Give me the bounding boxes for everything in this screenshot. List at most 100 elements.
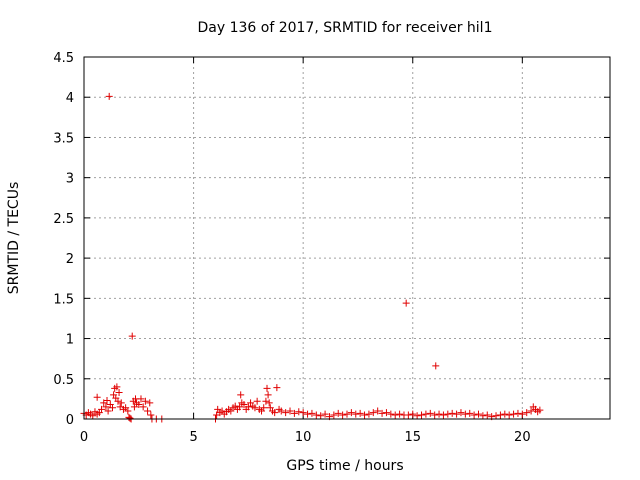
data-point <box>496 411 504 419</box>
data-points <box>80 92 544 423</box>
data-point <box>334 409 342 417</box>
data-point <box>240 401 248 409</box>
data-point <box>396 410 404 418</box>
data-point <box>244 403 252 411</box>
data-point <box>483 411 491 419</box>
data-point <box>113 383 121 391</box>
data-point <box>295 408 303 416</box>
data-point <box>343 410 351 418</box>
data-point <box>470 411 478 419</box>
data-point <box>236 403 244 411</box>
data-point <box>146 399 154 407</box>
data-point <box>89 412 97 420</box>
data-point <box>144 407 152 415</box>
data-point <box>475 410 482 418</box>
data-point <box>347 409 355 417</box>
data-point <box>251 404 259 412</box>
data-point <box>523 409 531 417</box>
data-point <box>402 299 410 307</box>
data-point <box>439 411 447 419</box>
data-point <box>501 410 509 418</box>
data-point <box>277 407 285 415</box>
data-point <box>139 403 147 411</box>
x-tick-label: 15 <box>404 430 421 445</box>
y-tick-label: 3.5 <box>53 131 74 146</box>
data-point <box>514 409 522 417</box>
y-tick-label: 0.5 <box>53 373 74 388</box>
data-point <box>369 409 377 417</box>
data-point <box>312 411 320 419</box>
data-point <box>147 411 155 419</box>
data-point <box>115 388 123 396</box>
plot-frame <box>83 56 611 420</box>
data-point <box>418 411 426 419</box>
data-point <box>137 395 145 403</box>
data-point <box>466 409 474 417</box>
data-point <box>98 405 106 413</box>
data-point <box>135 401 143 409</box>
data-point <box>413 412 421 420</box>
x-axis-label: GPS time / hours <box>286 458 403 474</box>
data-point <box>124 407 132 415</box>
data-point <box>264 391 272 399</box>
data-point <box>282 409 290 417</box>
data-point <box>409 410 417 418</box>
data-point <box>253 397 261 405</box>
data-point <box>404 411 412 419</box>
data-point <box>492 412 500 420</box>
ticks: 0 0.5 1 1.5 2 2.5 3 3.5 4 4.5 0 5 10 15 20 <box>53 51 610 445</box>
data-point <box>374 407 382 415</box>
data-point <box>290 409 298 417</box>
data-point <box>339 411 347 419</box>
chart-title: Day 136 of 2017, SRMTID for receiver hil… <box>198 20 493 36</box>
data-point <box>391 411 399 419</box>
data-point <box>262 397 270 405</box>
y-tick-label: 4 <box>66 91 74 106</box>
data-point <box>518 410 526 418</box>
x-tick-label: 10 <box>295 430 312 445</box>
data-point <box>505 411 513 419</box>
data-point <box>444 410 452 418</box>
data-point <box>330 411 338 419</box>
data-point <box>321 410 329 418</box>
data-point <box>457 409 465 417</box>
data-point <box>271 409 279 417</box>
x-tick-label: 5 <box>189 430 197 445</box>
data-point <box>510 410 518 418</box>
data-point <box>378 409 386 417</box>
data-point <box>453 410 461 418</box>
data-point <box>263 384 271 392</box>
data-point <box>102 403 110 411</box>
grid <box>84 57 610 419</box>
data-point <box>527 407 535 415</box>
data-point <box>117 399 125 407</box>
data-point <box>365 410 373 418</box>
data-point <box>461 410 469 418</box>
data-point <box>273 384 281 392</box>
data-point <box>536 406 544 414</box>
data-point <box>141 397 149 405</box>
y-tick-label: 1.5 <box>53 292 74 307</box>
data-point <box>108 404 116 412</box>
y-tick-label: 3 <box>66 172 74 187</box>
data-point <box>114 397 122 405</box>
data-point <box>260 404 268 412</box>
data-point <box>361 411 369 419</box>
data-point <box>479 412 487 420</box>
y-axis-label: SRMTID / TECUs <box>6 182 22 295</box>
data-point <box>435 410 443 418</box>
data-point <box>317 412 325 420</box>
data-point <box>356 409 364 417</box>
data-point <box>352 410 360 418</box>
x-tick-label: 20 <box>514 430 531 445</box>
data-point <box>426 409 434 417</box>
data-point <box>382 409 390 417</box>
y-tick-label: 2 <box>66 252 74 267</box>
y-tick-label: 2.5 <box>53 212 74 227</box>
data-point <box>431 411 439 419</box>
data-point <box>304 410 312 418</box>
x-tick-label: 0 <box>80 430 88 445</box>
y-tick-label: 4.5 <box>53 51 74 66</box>
data-point <box>299 409 307 417</box>
